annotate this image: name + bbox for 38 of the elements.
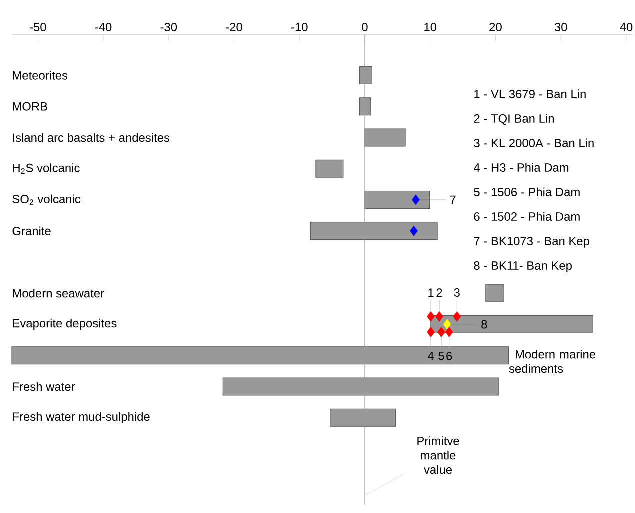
y-tick-label: Granite	[12, 226, 51, 236]
annotation: 3	[454, 288, 460, 297]
annotation: 5	[438, 352, 444, 360]
annotation: 4 - H3 - Phia Dam	[474, 163, 569, 172]
x-tick-label: 10	[424, 23, 437, 32]
annotation: 7 - BK1073 - Ban Kep	[474, 237, 590, 248]
y-tick-label: Meteorites	[13, 71, 68, 80]
annotation: 8	[482, 320, 488, 329]
y-tick-label: Island arc basalts + andesites	[13, 133, 170, 142]
x-tick-label: 0	[362, 23, 368, 32]
x-tick-label: 40	[620, 23, 633, 32]
annotation: 1	[428, 288, 434, 297]
annotation: 6	[446, 352, 452, 360]
y-tick-label: MORB	[13, 102, 48, 111]
annotation: 2 - TQI Ban Lin	[474, 114, 554, 126]
y-tick-label: SO$_{2}$ volcanic	[12, 194, 81, 206]
annotation: 2	[436, 288, 442, 297]
annotation: 3 - KL 2000A - Ban Lin	[474, 138, 594, 148]
x-tick-label: -20	[226, 23, 242, 32]
annotation: 4	[428, 352, 434, 360]
x-tick-label: -10	[292, 23, 308, 32]
x-tick-label: -50	[30, 23, 46, 32]
y-tick-label: Modern seawater	[13, 288, 104, 298]
x-tick-label: 30	[554, 23, 568, 32]
y-tick-label: Fresh water mud-sulphide	[13, 412, 150, 424]
y-tick-label: Fresh water	[13, 382, 76, 392]
x-tick-label: -30	[160, 23, 178, 32]
x-tick-label: -40	[95, 23, 112, 32]
y-tick-label: H$_{2}$S volcanic	[13, 164, 80, 174]
y-tick-label: Evaporite deposites	[13, 318, 117, 330]
annotation: 5 - 1506 - Phia Dam	[474, 188, 580, 196]
ref-line-label: Primitve mantle value	[418, 436, 460, 474]
annotation: 7	[450, 196, 456, 204]
x-tick-label: 20	[490, 23, 502, 32]
annotation: 6 - 1502 - Phia Dam	[474, 212, 580, 221]
annotation: 1 - VL 3679 - Ban Lin	[474, 90, 586, 98]
y-tick-label: Modern marine sediments	[509, 350, 596, 374]
annotation: 8 - BK11- Ban Kep	[474, 262, 572, 272]
